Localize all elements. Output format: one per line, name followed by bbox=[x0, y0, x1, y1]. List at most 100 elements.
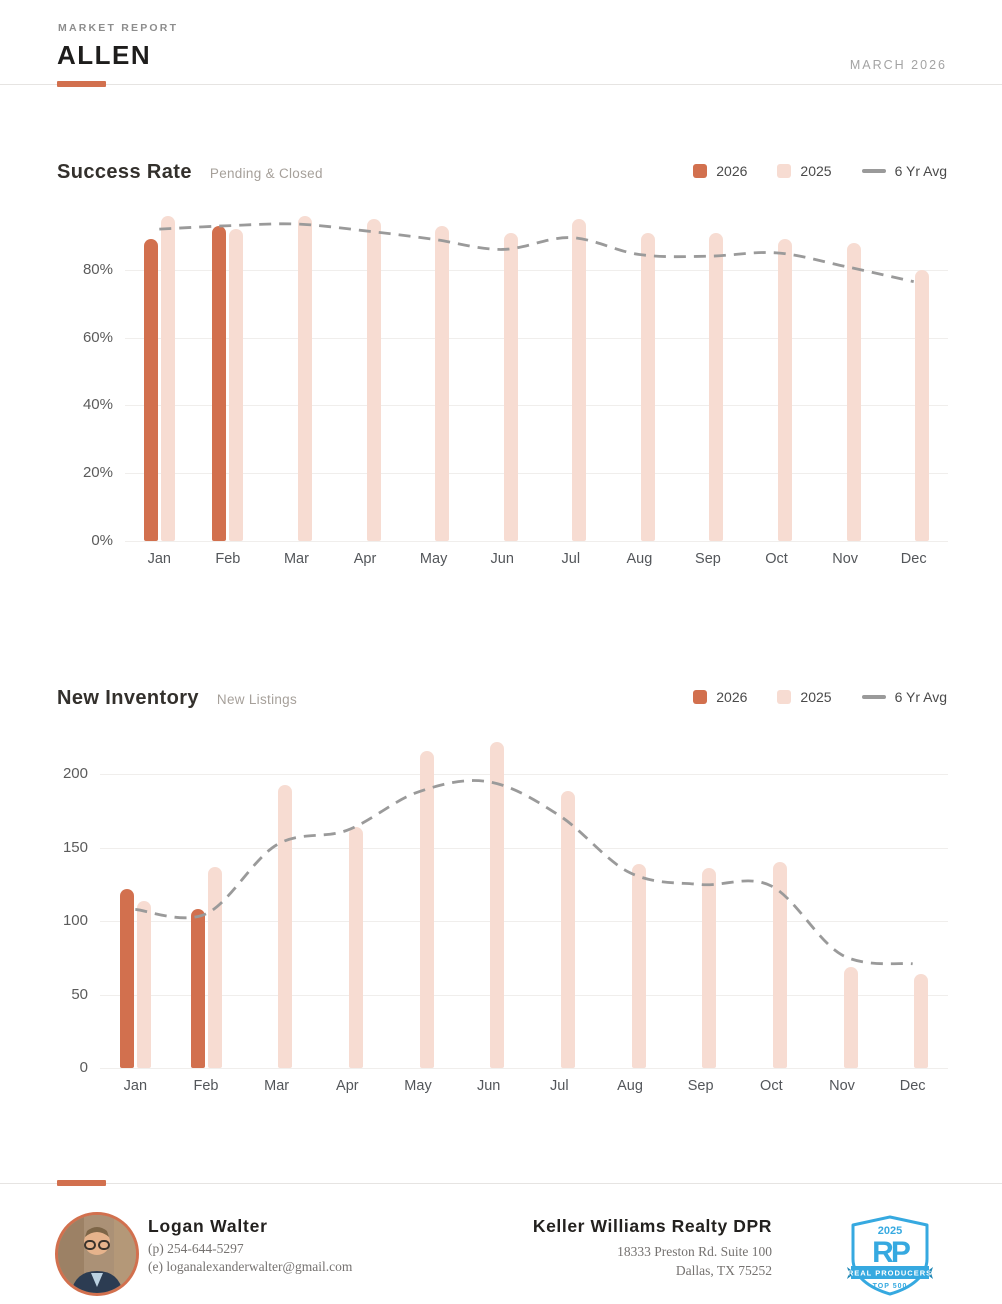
bar-2025-mar bbox=[278, 784, 293, 1068]
chart-subtitle: Pending & Closed bbox=[209, 166, 323, 181]
legend-label-2025: 2025 bbox=[800, 689, 832, 705]
bar-2025-jan bbox=[136, 900, 151, 1068]
office-name: Keller Williams Realty DPR bbox=[532, 1216, 772, 1236]
office-address-line1: 18333 Preston Rd. Suite 100 bbox=[617, 1244, 772, 1259]
y-axis-tick-label: 40% bbox=[82, 396, 113, 414]
x-axis-label-dec: Dec bbox=[900, 551, 927, 567]
agent-name: Logan Walter bbox=[148, 1216, 268, 1236]
chart-header-new-inventory: New Inventory New Listings 2026 2025 6 Y… bbox=[57, 687, 947, 710]
x-axis-label-oct: Oct bbox=[765, 551, 788, 567]
bar-2025-nov bbox=[846, 242, 861, 541]
legend-line-6yr-avg-icon bbox=[861, 169, 886, 173]
bar-2026-feb bbox=[212, 225, 227, 541]
bar-2025-sep bbox=[709, 232, 724, 541]
x-axis-label-aug: Aug bbox=[626, 551, 653, 567]
x-axis-label-may: May bbox=[404, 1078, 432, 1094]
legend-label-2026: 2026 bbox=[716, 163, 748, 179]
chart-title: Success Rate bbox=[57, 161, 192, 183]
office-address-line2: Dallas, TX 75252 bbox=[675, 1263, 772, 1278]
x-axis-label-oct: Oct bbox=[760, 1078, 783, 1094]
y-axis-tick-label: 0% bbox=[91, 532, 113, 549]
y-axis-tick-label: 150 bbox=[62, 838, 88, 856]
x-axis-label-apr: Apr bbox=[353, 551, 377, 567]
report-date: MARCH 2026 bbox=[849, 58, 947, 72]
gridline bbox=[100, 921, 948, 923]
legend-label-2025: 2025 bbox=[800, 163, 832, 179]
svg-text:TOP 500: TOP 500 bbox=[873, 1283, 908, 1290]
bar-2025-feb bbox=[229, 229, 244, 541]
y-axis-tick-label: 0 bbox=[79, 1059, 88, 1076]
x-axis-label-jun: Jun bbox=[476, 1078, 501, 1094]
legend-swatch-2026 bbox=[693, 690, 708, 704]
gridline bbox=[100, 847, 948, 849]
y-axis-tick-label: 50 bbox=[71, 985, 88, 1003]
bar-2025-dec bbox=[914, 974, 929, 1068]
svg-text:REAL PRODUCERS: REAL PRODUCERS bbox=[848, 1269, 932, 1278]
chart-title: New Inventory bbox=[57, 687, 199, 709]
bar-2025-jul bbox=[572, 218, 587, 541]
bar-2025-jan bbox=[160, 215, 175, 541]
legend-label-2026: 2026 bbox=[716, 689, 748, 705]
bar-2025-apr bbox=[348, 827, 363, 1068]
bar-2025-feb bbox=[207, 866, 222, 1068]
bar-2026-jan bbox=[143, 239, 158, 541]
gridline bbox=[125, 473, 948, 475]
legend-line-6yr-avg-icon bbox=[861, 695, 886, 699]
y-axis-tick-label: 60% bbox=[82, 328, 113, 346]
gridline bbox=[100, 1068, 948, 1069]
agent-email: (e) loganalexanderwalter@gmail.com bbox=[148, 1259, 353, 1274]
bar-2026-jan bbox=[119, 888, 134, 1068]
legend-swatch-2026 bbox=[693, 164, 708, 178]
chart-subtitle: New Listings bbox=[216, 692, 298, 707]
gridline bbox=[100, 774, 948, 776]
y-axis-tick-label: 200 bbox=[62, 765, 88, 783]
page-title: ALLEN bbox=[57, 40, 152, 70]
office-block: Keller Williams Realty DPR 18333 Preston… bbox=[470, 1216, 772, 1279]
real-producers-shield-icon: 2025 RP REAL PRODUCERS TOP 500 bbox=[847, 1215, 933, 1296]
bar-2025-sep bbox=[702, 868, 717, 1068]
legend-swatch-2025 bbox=[777, 164, 792, 178]
y-axis-tick-label: 20% bbox=[82, 464, 113, 482]
chart-legend: 2026 2025 6 Yr Avg bbox=[693, 163, 947, 179]
x-axis-label-jan: Jan bbox=[123, 1078, 148, 1094]
x-axis-label-feb: Feb bbox=[193, 1078, 219, 1094]
bar-2026-feb bbox=[190, 909, 205, 1068]
header-divider bbox=[0, 84, 1002, 85]
bar-2025-aug bbox=[640, 232, 655, 541]
bar-2025-oct bbox=[772, 862, 787, 1068]
bar-2025-jun bbox=[490, 742, 505, 1068]
real-producers-badge: 2025 RP REAL PRODUCERS TOP 500 bbox=[843, 1214, 937, 1304]
gridline bbox=[100, 994, 948, 996]
bar-2025-may bbox=[435, 225, 450, 541]
x-axis-label-mar: Mar bbox=[264, 1078, 290, 1094]
gridline bbox=[125, 269, 948, 271]
footer-accent-tab bbox=[57, 1180, 106, 1186]
report-eyebrow: MARKET REPORT bbox=[58, 22, 179, 34]
bar-2025-dec bbox=[915, 269, 930, 541]
svg-text:2025: 2025 bbox=[878, 1225, 902, 1237]
x-axis-label-jul: Jul bbox=[561, 551, 581, 567]
bar-2025-mar bbox=[297, 215, 312, 541]
legend-label-6yr-avg: 6 Yr Avg bbox=[894, 689, 947, 705]
bar-2025-aug bbox=[631, 863, 646, 1068]
bar-2025-nov bbox=[843, 966, 858, 1068]
gridline bbox=[125, 337, 948, 339]
svg-text:RP: RP bbox=[872, 1236, 910, 1269]
footer-divider bbox=[0, 1183, 1002, 1184]
header-accent-tab bbox=[57, 81, 106, 87]
x-axis-label-sep: Sep bbox=[687, 1078, 714, 1094]
x-axis-label-jun: Jun bbox=[490, 551, 514, 567]
x-axis-label-apr: Apr bbox=[336, 1078, 359, 1094]
x-axis-label-sep: Sep bbox=[695, 551, 721, 567]
gridline bbox=[125, 405, 948, 407]
x-axis-label-feb: Feb bbox=[215, 551, 241, 567]
legend-swatch-2025 bbox=[777, 690, 792, 704]
y-axis-tick-label: 80% bbox=[82, 260, 113, 278]
bar-2025-oct bbox=[778, 239, 793, 541]
y-axis-tick-label: 100 bbox=[62, 912, 88, 930]
